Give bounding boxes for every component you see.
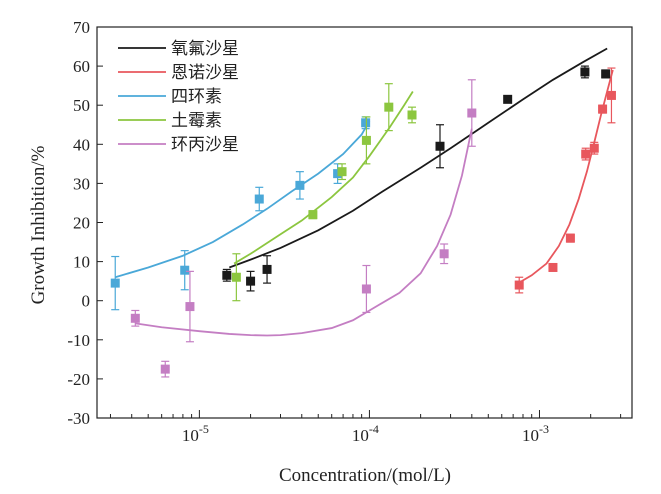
legend-entry: 四环素 bbox=[171, 87, 222, 107]
legend-entry: 土霉素 bbox=[171, 111, 222, 131]
legend-entry: 恩诺沙星 bbox=[171, 63, 239, 83]
x-tick-label: 10-4 bbox=[352, 422, 379, 445]
x-tick-label: 10-5 bbox=[182, 422, 209, 445]
y-tick-label: 70 bbox=[73, 18, 90, 37]
data-point bbox=[262, 264, 272, 274]
data-point bbox=[361, 118, 371, 128]
fit-curve-2 bbox=[517, 69, 614, 284]
data-point bbox=[589, 143, 599, 153]
data-point bbox=[180, 265, 190, 275]
data-point bbox=[565, 233, 575, 243]
y-tick-label: 20 bbox=[73, 214, 90, 233]
y-tick-label: 0 bbox=[82, 292, 91, 311]
data-point bbox=[308, 210, 318, 220]
data-point bbox=[361, 135, 371, 145]
data-points bbox=[110, 65, 616, 378]
y-tick-label: -30 bbox=[67, 409, 90, 428]
data-point bbox=[246, 276, 256, 286]
data-point bbox=[254, 194, 264, 204]
data-point bbox=[185, 302, 195, 312]
data-point bbox=[514, 280, 524, 290]
data-point bbox=[110, 278, 120, 288]
y-tick-label: -20 bbox=[67, 370, 90, 389]
data-point bbox=[407, 110, 417, 120]
data-point bbox=[581, 149, 591, 159]
data-point bbox=[439, 249, 449, 259]
plot-frame bbox=[96, 26, 633, 419]
y-tick-label: -10 bbox=[67, 331, 90, 350]
data-point bbox=[548, 262, 558, 272]
x-tick-label: 10-3 bbox=[522, 422, 549, 445]
data-point bbox=[361, 284, 371, 294]
legend-entry: 氧氟沙星 bbox=[171, 39, 239, 59]
axes: -30 -20 -10 0 10 20 30 40 50 60 70 10-5 10-4 10-3 bbox=[67, 18, 633, 445]
fit-curve-1 bbox=[229, 47, 608, 269]
fit-curve-4 bbox=[233, 91, 414, 265]
data-point bbox=[222, 270, 232, 280]
y-tick-label: 40 bbox=[73, 135, 90, 154]
data-point bbox=[337, 167, 347, 177]
y-tick-label: 60 bbox=[73, 57, 90, 76]
data-point bbox=[295, 180, 305, 190]
data-point bbox=[160, 364, 170, 374]
y-tick-label: 10 bbox=[73, 253, 90, 272]
fit-curve-3 bbox=[114, 120, 371, 279]
fit-curve-5 bbox=[135, 128, 473, 337]
legend-entry: 环丙沙星 bbox=[171, 135, 239, 155]
data-point bbox=[606, 90, 616, 100]
data-point bbox=[580, 67, 590, 77]
data-point bbox=[231, 272, 241, 282]
data-point bbox=[601, 69, 611, 79]
y-axis-title: Growth Inhibition/% bbox=[28, 145, 49, 304]
data-point bbox=[130, 313, 140, 323]
y-tick-label: 50 bbox=[73, 96, 90, 115]
data-point bbox=[503, 94, 513, 104]
y-tick-label: 30 bbox=[73, 174, 90, 193]
data-point bbox=[467, 108, 477, 118]
data-point bbox=[435, 141, 445, 151]
data-point bbox=[598, 104, 608, 114]
x-axis-title: Concentration/(mol/L) bbox=[279, 465, 451, 486]
data-point bbox=[384, 102, 394, 112]
